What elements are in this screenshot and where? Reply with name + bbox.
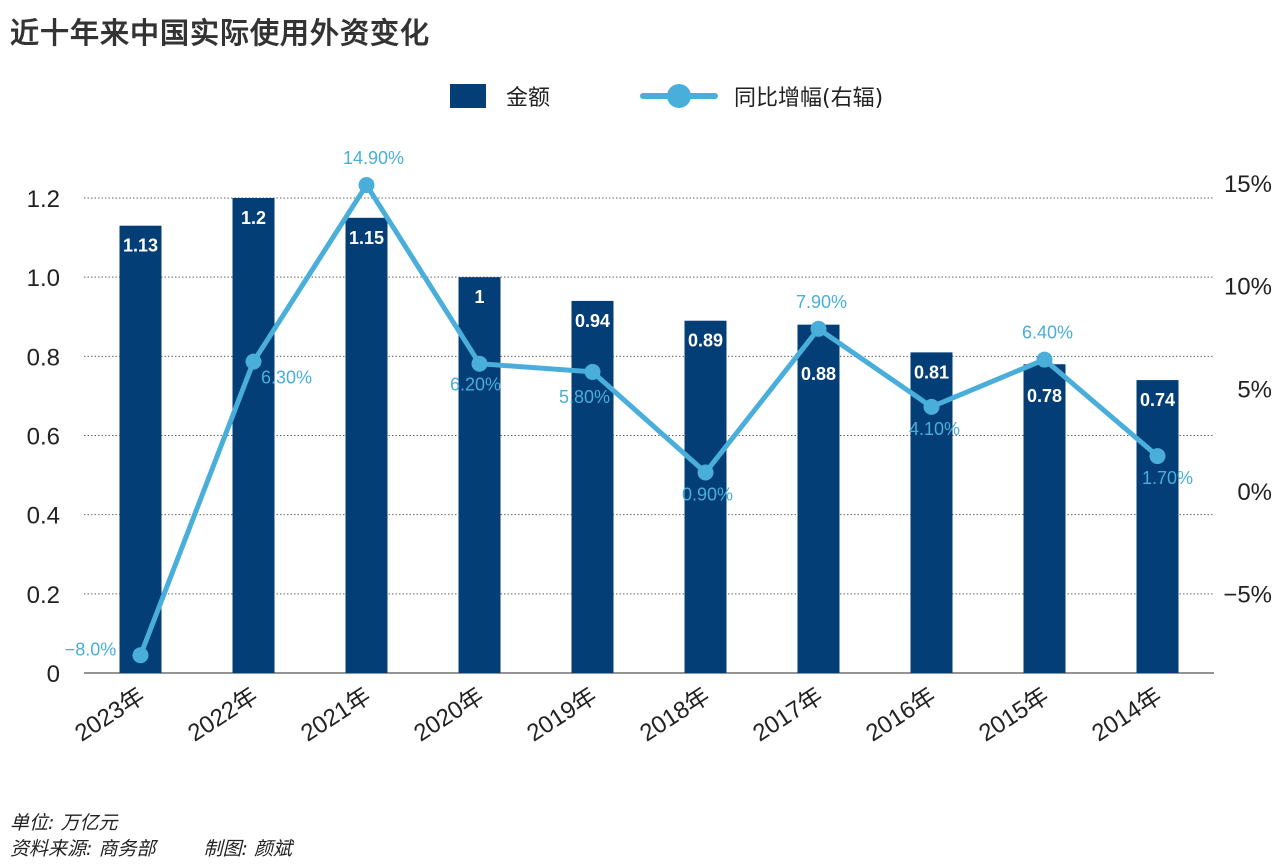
- bar: [232, 198, 275, 673]
- legend-line-swatch: [640, 84, 718, 108]
- bar-value-label: 0.78: [1027, 386, 1062, 406]
- growth-point: [358, 177, 375, 194]
- x-tick-label: 2014年: [1087, 682, 1167, 747]
- chart-title: 近十年来中国实际使用外资变化: [10, 16, 431, 50]
- growth-label: −8.0%: [65, 639, 117, 659]
- legend: 金额 同比增幅(右辐): [0, 80, 1286, 116]
- growth-point: [810, 320, 827, 337]
- bar-value-label: 0.89: [688, 331, 723, 351]
- y-tick-label: 0.2: [27, 582, 60, 609]
- x-tick-label: 2017年: [748, 682, 828, 747]
- growth-point: [132, 647, 149, 664]
- credit-text: 制图: 颜斌: [203, 838, 292, 860]
- growth-label: 14.90%: [343, 148, 404, 168]
- growth-label: 6.40%: [1022, 323, 1073, 343]
- bar-value-label: 1.13: [123, 236, 158, 256]
- growth-label: 6.30%: [261, 368, 312, 388]
- y-tick-label: 1.2: [27, 186, 60, 213]
- bar-value-label: 0.74: [1140, 390, 1175, 410]
- growth-point: [1036, 351, 1053, 368]
- bar: [684, 320, 727, 673]
- y-tick-label: 0.8: [27, 344, 60, 371]
- bar-value-label: 1: [474, 287, 484, 307]
- y2-tick-label: 10%: [1224, 274, 1272, 301]
- growth-label: 4.10%: [909, 419, 960, 439]
- x-tick-label: 2016年: [861, 682, 941, 747]
- growth-label: 6.20%: [450, 375, 501, 395]
- x-tick-label: 2020年: [409, 682, 489, 747]
- x-tick-label: 2015年: [974, 682, 1054, 747]
- y-tick-label: 0.6: [27, 424, 60, 451]
- x-tick-label: 2019年: [522, 682, 602, 747]
- x-tick-label: 2018年: [635, 682, 715, 747]
- bar: [119, 225, 162, 674]
- y-tick-label: 0: [47, 661, 60, 688]
- growth-point: [1149, 448, 1166, 465]
- source-text: 资料来源: 商务部: [10, 838, 156, 860]
- y2-tick-label: 5%: [1237, 376, 1272, 403]
- growth-point: [923, 398, 940, 415]
- growth-label: 1.70%: [1142, 468, 1193, 488]
- y-tick-label: 0.4: [27, 503, 60, 530]
- bar: [1023, 364, 1066, 673]
- y2-tick-label: 0%: [1237, 479, 1272, 506]
- legend-line-label: 同比增幅(右辐): [734, 86, 884, 111]
- source-note: 资料来源: 商务部 制图: 颜斌: [10, 834, 292, 861]
- legend-bar-swatch: [450, 84, 486, 108]
- growth-point: [245, 353, 262, 370]
- growth-point: [584, 363, 601, 380]
- growth-point: [697, 464, 714, 481]
- x-tick-label: 2023年: [70, 682, 150, 747]
- growth-point: [471, 355, 488, 372]
- growth-label: 0.90%: [682, 485, 733, 505]
- growth-line: [138, 182, 1160, 657]
- y2-tick-label: −5%: [1223, 582, 1272, 609]
- chart-canvas: 0 0.2 0.4 0.6 0.8 1.0 1.2 −5% 0% 5% 10% 15% 1.13 1.2 1…: [27, 148, 1272, 747]
- bar: [571, 300, 614, 673]
- growth-label: 5.80%: [559, 387, 610, 407]
- bar: [1136, 380, 1179, 673]
- bar: [345, 217, 388, 673]
- bar-value-label: 1.2: [241, 208, 266, 228]
- y-tick-label: 1.0: [27, 265, 60, 292]
- unit-note: 单位: 万亿元: [10, 812, 118, 834]
- legend-bar-label: 金额: [506, 86, 551, 111]
- legend-item-amount: 金额: [450, 80, 550, 112]
- growth-label: 7.90%: [796, 292, 847, 312]
- bar-value-label: 0.94: [575, 311, 610, 331]
- y2-tick-label: 15%: [1224, 171, 1272, 198]
- x-tick-label: 2021年: [296, 682, 376, 747]
- bar-value-label: 0.81: [914, 362, 949, 382]
- legend-item-growth: 同比增幅(右辐): [640, 80, 883, 112]
- bar-value-label: 1.15: [349, 228, 384, 248]
- bar-value-label: 0.88: [801, 364, 836, 384]
- bar: [797, 324, 840, 673]
- x-tick-label: 2022年: [183, 682, 263, 747]
